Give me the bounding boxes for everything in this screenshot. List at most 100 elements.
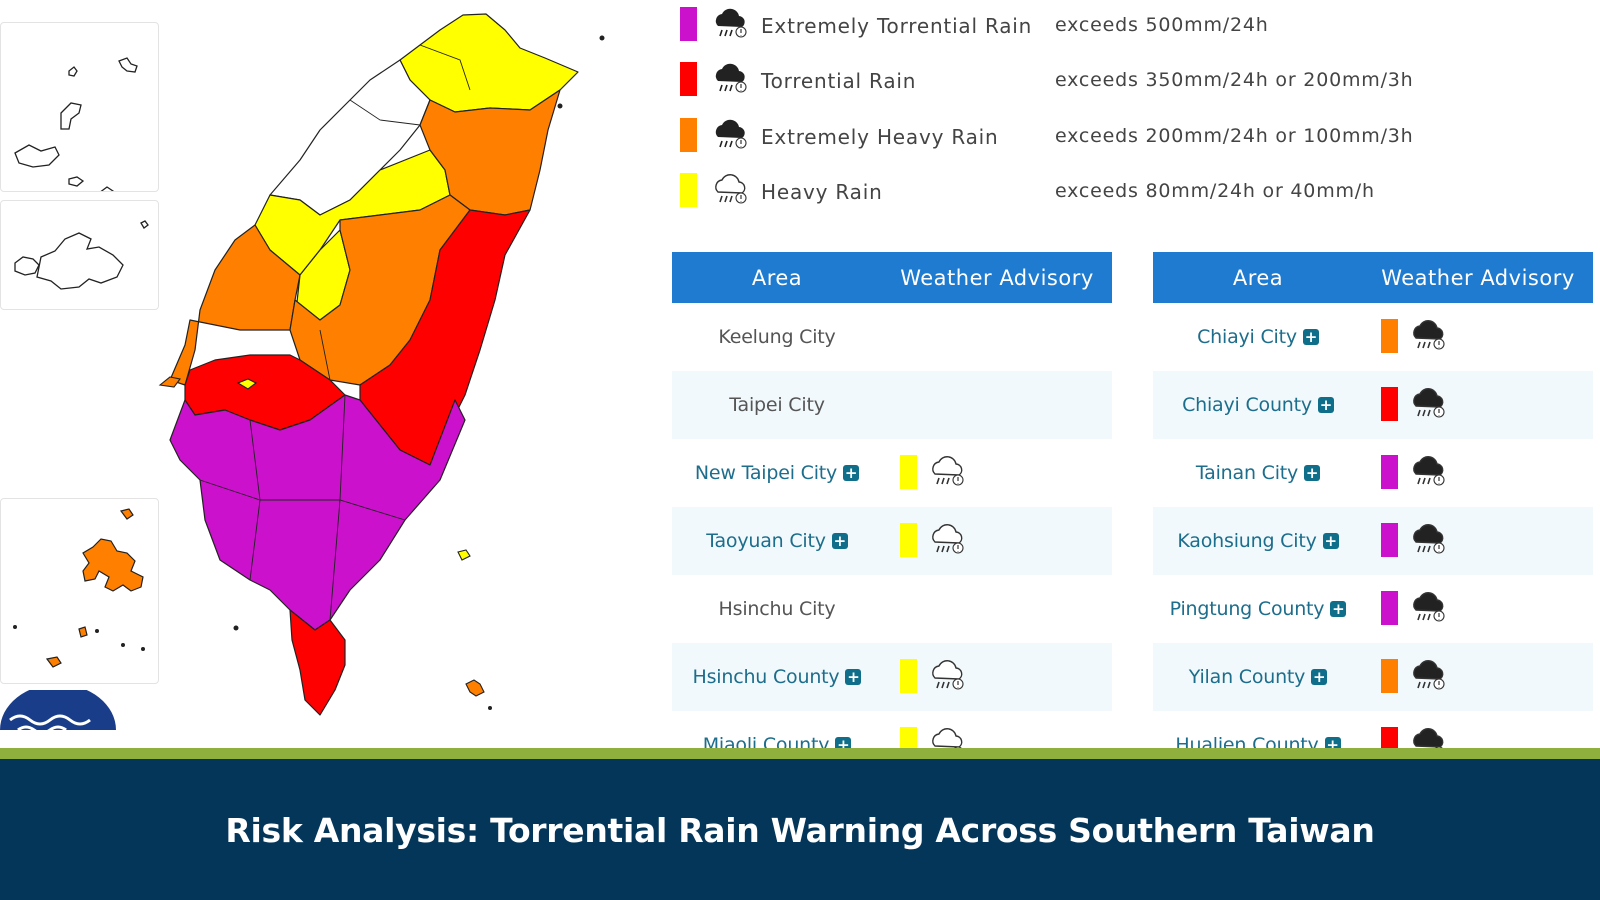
area-link[interactable]: Chiayi County + <box>1153 394 1363 416</box>
area-label: Hsinchu County <box>692 666 840 688</box>
dark-rain-cloud-icon <box>715 119 747 149</box>
table-row: New Taipei City + <box>672 439 1112 507</box>
area-label: Keelung City <box>718 326 836 348</box>
area-label: Pingtung County <box>1169 598 1325 620</box>
advisory-table-left: Area Weather Advisory Keelung City Taipei… <box>672 252 1112 779</box>
table-row: Chiayi County + <box>1153 371 1593 439</box>
region-south-tip <box>289 609 346 716</box>
area-link[interactable]: Kaohsiung City + <box>1153 530 1363 552</box>
table-header: Area Weather Advisory <box>1153 252 1593 303</box>
expand-plus-icon[interactable]: + <box>1322 532 1339 550</box>
table-header: Area Weather Advisory <box>672 252 1112 303</box>
legend-label: Torrential Rain <box>761 69 917 93</box>
table-row: Hsinchu County + <box>672 643 1112 711</box>
advisory-level-swatch <box>1381 591 1398 625</box>
dark-rain-cloud-icon <box>1413 660 1445 690</box>
area-link[interactable]: Yilan County + <box>1153 666 1363 688</box>
dark-rain-cloud-icon <box>715 8 747 38</box>
expand-plus-icon[interactable]: + <box>843 464 860 482</box>
legend-item-extremely-torrential: Extremely Torrential Rain exceeds 500mm/… <box>680 4 1580 44</box>
taiwan-warning-map <box>0 0 640 748</box>
area-label: Chiayi City <box>1197 326 1297 348</box>
footer-title: Risk Analysis: Torrential Rain Warning A… <box>225 811 1375 850</box>
expand-plus-icon[interactable]: + <box>1311 668 1328 686</box>
legend-item-heavy: Heavy Rain exceeds 80mm/24h or 40mm/h <box>680 170 1580 210</box>
area-label: Yilan County <box>1188 666 1306 688</box>
advisory-column-header: Weather Advisory <box>1381 265 1575 290</box>
legend-item-extremely-heavy: Extremely Heavy Rain exceeds 200mm/24h o… <box>680 115 1580 155</box>
table-row: Kaohsiung City + <box>1153 507 1593 575</box>
area-name: Keelung City <box>672 326 882 348</box>
area-link[interactable]: Chiayi City + <box>1153 326 1363 348</box>
expand-plus-icon[interactable]: + <box>1304 464 1321 482</box>
advisory-level-swatch <box>1381 455 1398 489</box>
expand-plus-icon[interactable]: + <box>831 532 848 550</box>
table-row: Keelung City <box>672 303 1112 371</box>
region-central-west <box>169 224 301 386</box>
area-label: Tainan City <box>1195 462 1299 484</box>
advisory-level-swatch <box>900 455 917 489</box>
area-label: Taipei City <box>729 394 825 416</box>
accent-strip <box>0 748 1600 759</box>
table-row: Taoyuan City + <box>672 507 1112 575</box>
area-column-header: Area <box>751 265 803 290</box>
legend-label: Extremely Heavy Rain <box>761 125 999 149</box>
legend-threshold: exceeds 80mm/24h or 40mm/h <box>1055 180 1375 202</box>
advisory-cell <box>882 575 1112 643</box>
matsu-islands <box>14 57 138 198</box>
area-name: Taipei City <box>672 394 882 416</box>
advisory-cell <box>1363 439 1593 507</box>
penghu-islands <box>13 508 145 668</box>
table-row: Hsinchu City <box>672 575 1112 643</box>
expand-plus-icon[interactable]: + <box>1302 328 1319 346</box>
advisory-column-header: Weather Advisory <box>900 265 1094 290</box>
dark-rain-cloud-icon <box>1413 388 1445 418</box>
cwa-logo <box>0 690 116 735</box>
advisory-level-swatch <box>1381 659 1398 693</box>
outline-rain-cloud-icon <box>932 524 964 554</box>
table-row: Tainan City + <box>1153 439 1593 507</box>
kinmen-inset <box>0 200 159 310</box>
advisory-cell <box>1363 371 1593 439</box>
area-link[interactable]: New Taipei City + <box>672 462 882 484</box>
area-label: Kaohsiung City <box>1177 530 1317 552</box>
expand-plus-icon[interactable]: + <box>1330 600 1347 618</box>
advisory-cell <box>1363 643 1593 711</box>
dark-rain-cloud-icon <box>1413 592 1445 622</box>
area-column-header: Area <box>1232 265 1284 290</box>
penghu-inset <box>0 498 159 684</box>
dark-rain-cloud-icon <box>715 63 747 93</box>
advisory-cell <box>1363 507 1593 575</box>
area-link[interactable]: Hsinchu County + <box>672 666 882 688</box>
advisory-cell <box>1363 303 1593 371</box>
area-label: Hsinchu City <box>718 598 836 620</box>
legend-threshold: exceeds 350mm/24h or 200mm/3h <box>1055 69 1414 91</box>
dark-rain-cloud-icon <box>1413 320 1445 350</box>
advisory-level-swatch <box>1381 387 1398 421</box>
legend-item-torrential: Torrential Rain exceeds 350mm/24h or 200… <box>680 59 1580 99</box>
area-label: New Taipei City <box>694 462 838 484</box>
expand-plus-icon[interactable]: + <box>845 668 862 686</box>
advisory-table-right: Area Weather Advisory Chiayi City + Chiayi… <box>1153 252 1593 779</box>
legend-threshold: exceeds 500mm/24h <box>1055 14 1269 36</box>
advisory-level-swatch <box>900 523 917 557</box>
region-south-west <box>169 394 466 631</box>
legend-swatch <box>680 7 697 41</box>
area-label: Taoyuan City <box>706 530 826 552</box>
area-name: Hsinchu City <box>672 598 882 620</box>
advisory-level-swatch <box>1381 319 1398 353</box>
table-row: Taipei City <box>672 371 1112 439</box>
area-link[interactable]: Pingtung County + <box>1153 598 1363 620</box>
expand-plus-icon[interactable]: + <box>1317 396 1334 414</box>
outline-rain-cloud-icon <box>932 456 964 486</box>
table-row: Yilan County + <box>1153 643 1593 711</box>
area-link[interactable]: Tainan City + <box>1153 462 1363 484</box>
matsu-inset <box>0 22 159 198</box>
legend-swatch <box>680 62 697 96</box>
advisory-level-swatch <box>900 659 917 693</box>
advisory-cell <box>882 371 1112 439</box>
area-label: Chiayi County <box>1182 394 1312 416</box>
area-link[interactable]: Taoyuan City + <box>672 530 882 552</box>
advisory-cell <box>882 303 1112 371</box>
advisory-cell <box>882 507 1112 575</box>
